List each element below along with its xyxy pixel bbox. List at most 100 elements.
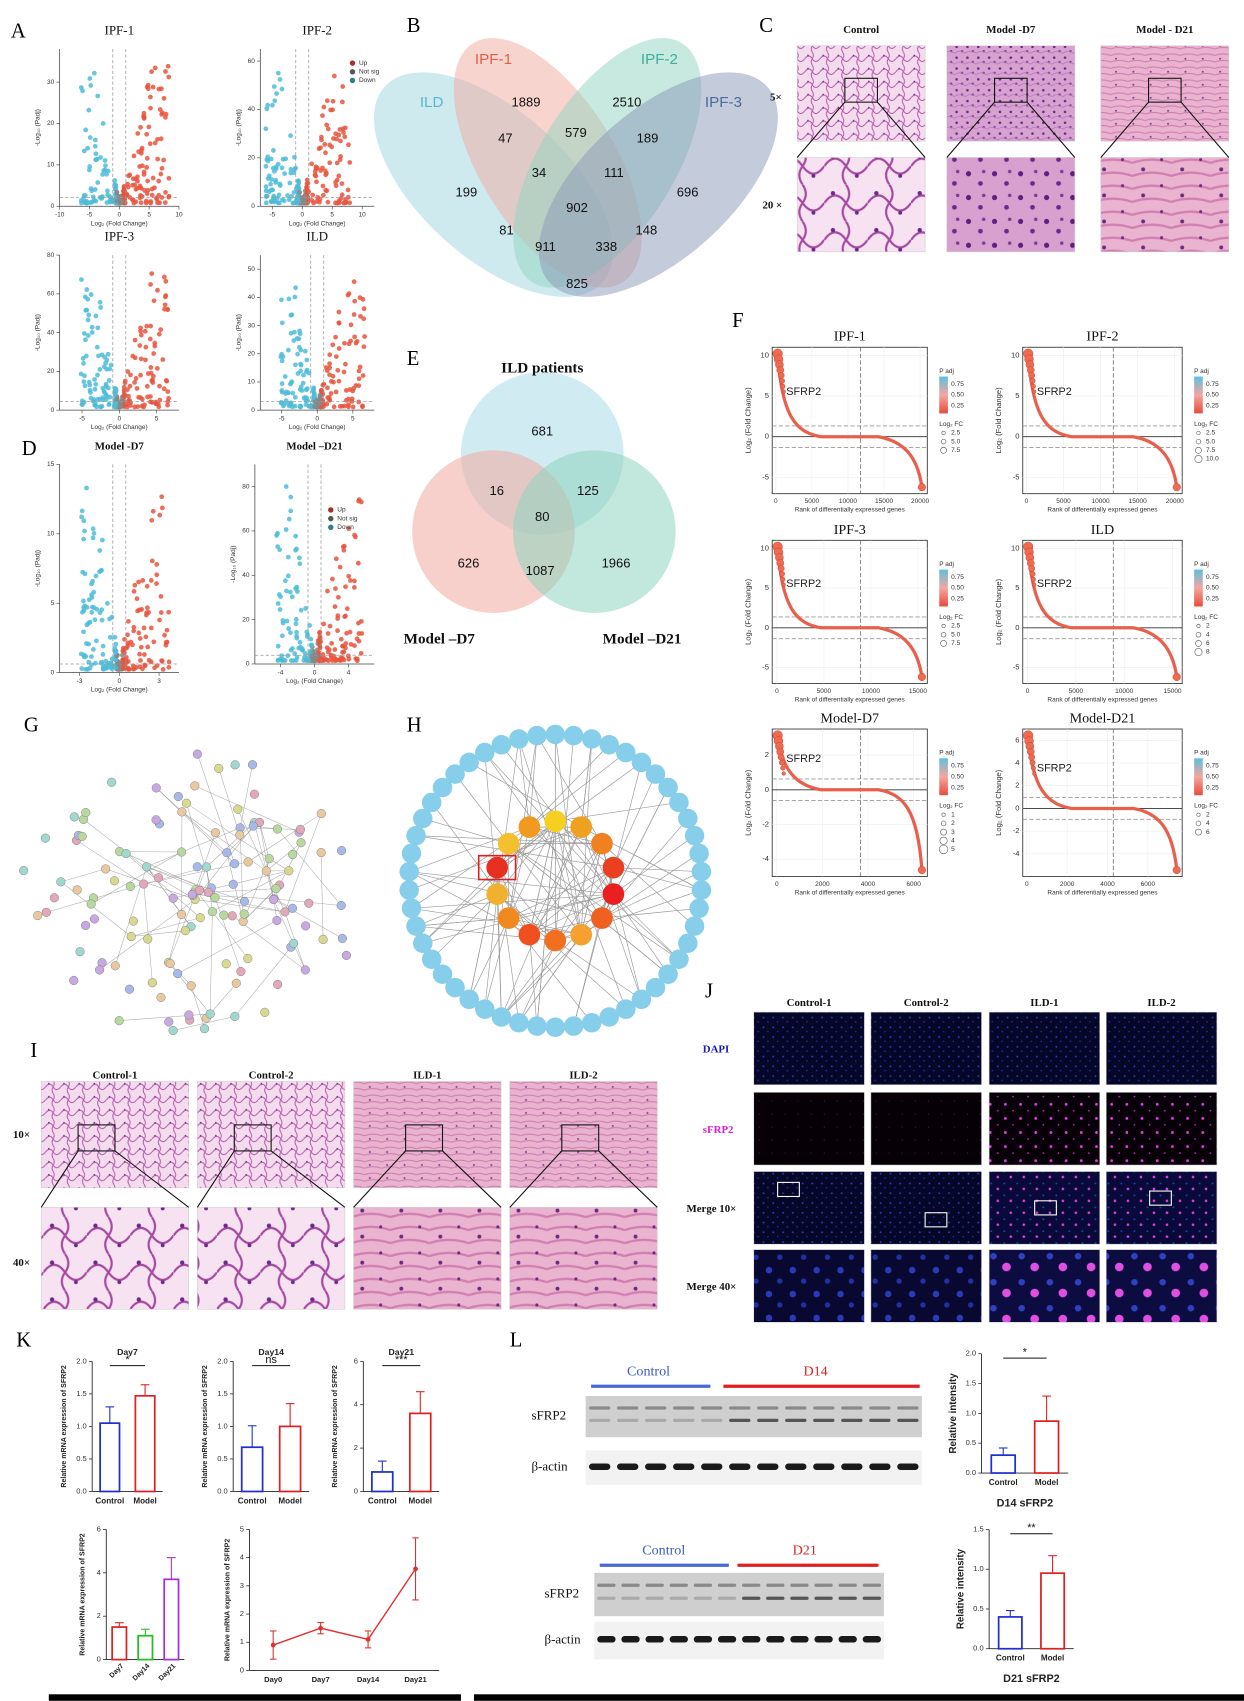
network-node (110, 961, 120, 971)
zoom-line (196, 1150, 235, 1208)
point (298, 384, 304, 390)
network-edges (46, 754, 343, 1031)
y-axis-label: -Log₁₀ (Padj) (235, 109, 242, 146)
point (149, 192, 155, 198)
point (288, 508, 294, 514)
y-tick-label: 40 (248, 294, 256, 301)
point (98, 305, 104, 310)
point (150, 373, 156, 379)
point (144, 323, 150, 329)
point-cloud (263, 70, 353, 206)
band (617, 1463, 639, 1470)
point (163, 378, 169, 383)
network-node (544, 929, 567, 952)
zoom-box (844, 77, 878, 103)
point (339, 192, 345, 198)
y-axis-label: Log₂ (Fold Change) (743, 769, 752, 836)
edge (143, 884, 153, 983)
point (153, 401, 159, 407)
micrograph (509, 1207, 658, 1310)
edge (518, 934, 582, 1023)
point (98, 155, 103, 160)
x-tick-label: 10 (359, 212, 367, 219)
edge (422, 818, 509, 844)
point (304, 357, 310, 363)
point (302, 194, 307, 200)
legend-label: 0.25 (1206, 784, 1219, 791)
point (84, 485, 89, 491)
y-tick-label: 10 (1011, 350, 1019, 359)
point (100, 171, 105, 177)
network-node (432, 964, 453, 985)
network-node (316, 809, 326, 819)
point (351, 312, 357, 317)
network-node (271, 884, 281, 894)
point (113, 388, 119, 393)
point (365, 1637, 371, 1642)
edge (194, 825, 254, 900)
point (330, 98, 336, 104)
band (597, 1636, 616, 1643)
point (161, 386, 167, 392)
edge (613, 774, 656, 868)
chart-title: D21 sFRP2 (1003, 1673, 1060, 1685)
network-node (180, 926, 190, 936)
point (340, 84, 346, 89)
x-tick-label: 5000 (1069, 688, 1084, 695)
legend-gradient (1194, 376, 1203, 414)
x-tick-label: 0 (1026, 688, 1030, 695)
x-tick-label: 10000 (862, 688, 880, 695)
point (321, 381, 327, 387)
network-node (239, 909, 249, 919)
band (897, 1418, 919, 1422)
point (293, 616, 299, 622)
network-node (125, 881, 135, 891)
point (144, 583, 150, 589)
point (349, 398, 355, 404)
point (289, 594, 295, 600)
point (82, 528, 87, 534)
point (157, 107, 163, 112)
point (120, 666, 126, 672)
point (263, 126, 269, 132)
network-node (203, 887, 213, 897)
network-node (527, 1016, 547, 1036)
point (413, 1566, 418, 1572)
x-axis-label: Rank of differentially expressed genes (795, 890, 906, 897)
network-node (205, 1009, 215, 1019)
legend-label: 0.50 (1206, 773, 1219, 780)
edge (131, 917, 201, 937)
gene-point (779, 759, 785, 766)
point (163, 278, 169, 284)
band (589, 1418, 611, 1422)
network-node (248, 821, 258, 831)
y-tick-label: 2.0 (76, 1356, 87, 1365)
point (120, 661, 126, 667)
point (122, 380, 128, 386)
y-axis-label: Relative intensity (948, 1373, 959, 1454)
point (85, 333, 91, 338)
zoom-box (77, 1124, 116, 1152)
gene-point (779, 571, 785, 577)
network-node (143, 934, 153, 944)
edge (529, 934, 538, 1027)
panel-letter: F (732, 310, 743, 332)
point (285, 193, 290, 198)
row-label: 20 × (762, 200, 782, 212)
micrograph (1105, 1171, 1218, 1245)
rank-curve (1026, 546, 1179, 678)
network-node (177, 847, 187, 857)
point (126, 173, 132, 179)
edge (91, 851, 182, 905)
micrograph (870, 1249, 982, 1323)
x-tick-label: 15000 (1129, 498, 1147, 505)
point (107, 394, 113, 400)
legend-label: 2 (951, 820, 955, 827)
edge (212, 870, 289, 912)
network-node (288, 849, 298, 860)
point (333, 334, 338, 340)
rank-curve (776, 735, 924, 871)
network-node (154, 873, 164, 883)
network-node (337, 933, 347, 944)
point (84, 641, 89, 646)
